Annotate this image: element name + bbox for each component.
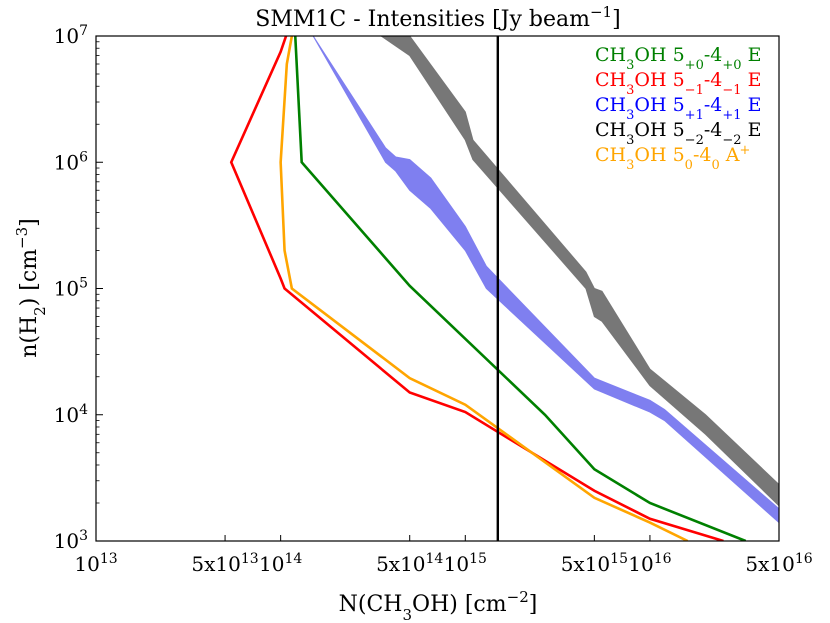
y-tick-label: 106	[54, 149, 88, 174]
y-axis-ticks: 103 104 105 106 107	[54, 23, 103, 553]
x-tick-label: 1014	[259, 551, 302, 576]
series-line-2	[229, 36, 724, 541]
y-tick-label: 103	[54, 528, 88, 553]
x-tick-label: 5x1015	[561, 551, 628, 576]
y-tick-label: 104	[54, 402, 88, 427]
series-line-5	[279, 36, 689, 541]
x-tick-label: 5x1013	[191, 551, 258, 576]
y-axis-label: n(H2) [cm−3]	[13, 218, 49, 358]
legend-item: CH3OH 5−1-4−1 E	[595, 69, 761, 98]
series-layer	[229, 36, 779, 541]
legend-item: CH3OH 50-40 A+	[595, 143, 750, 173]
series-line-1	[293, 36, 747, 541]
x-tick-label: 5x1014	[376, 551, 443, 576]
legend-item: CH3OH 5+0-4+0 E	[595, 44, 761, 73]
series-band-3	[312, 36, 779, 524]
chart-title: SMM1C - Intensities [Jy beam−1]	[255, 3, 620, 32]
series-band-4	[380, 36, 779, 507]
legend-item: CH3OH 5−2-4−2 E	[595, 119, 761, 148]
x-tick-label: 1013	[74, 551, 117, 576]
x-tick-label: 1015	[444, 551, 487, 576]
x-tick-label: 1016	[628, 551, 671, 576]
x-axis-label: N(CH3OH) [cm−2]	[339, 588, 538, 623]
y-tick-label: 107	[54, 23, 88, 48]
x-tick-label: 5x1016	[745, 551, 812, 576]
x-axis-ticks: 1013 5x1013 1014 5x1014 1015 5x1015 1016 5x1016	[74, 535, 813, 576]
legend-item: CH3OH 5+1-4+1 E	[595, 94, 761, 123]
y-tick-label: 105	[54, 276, 88, 301]
